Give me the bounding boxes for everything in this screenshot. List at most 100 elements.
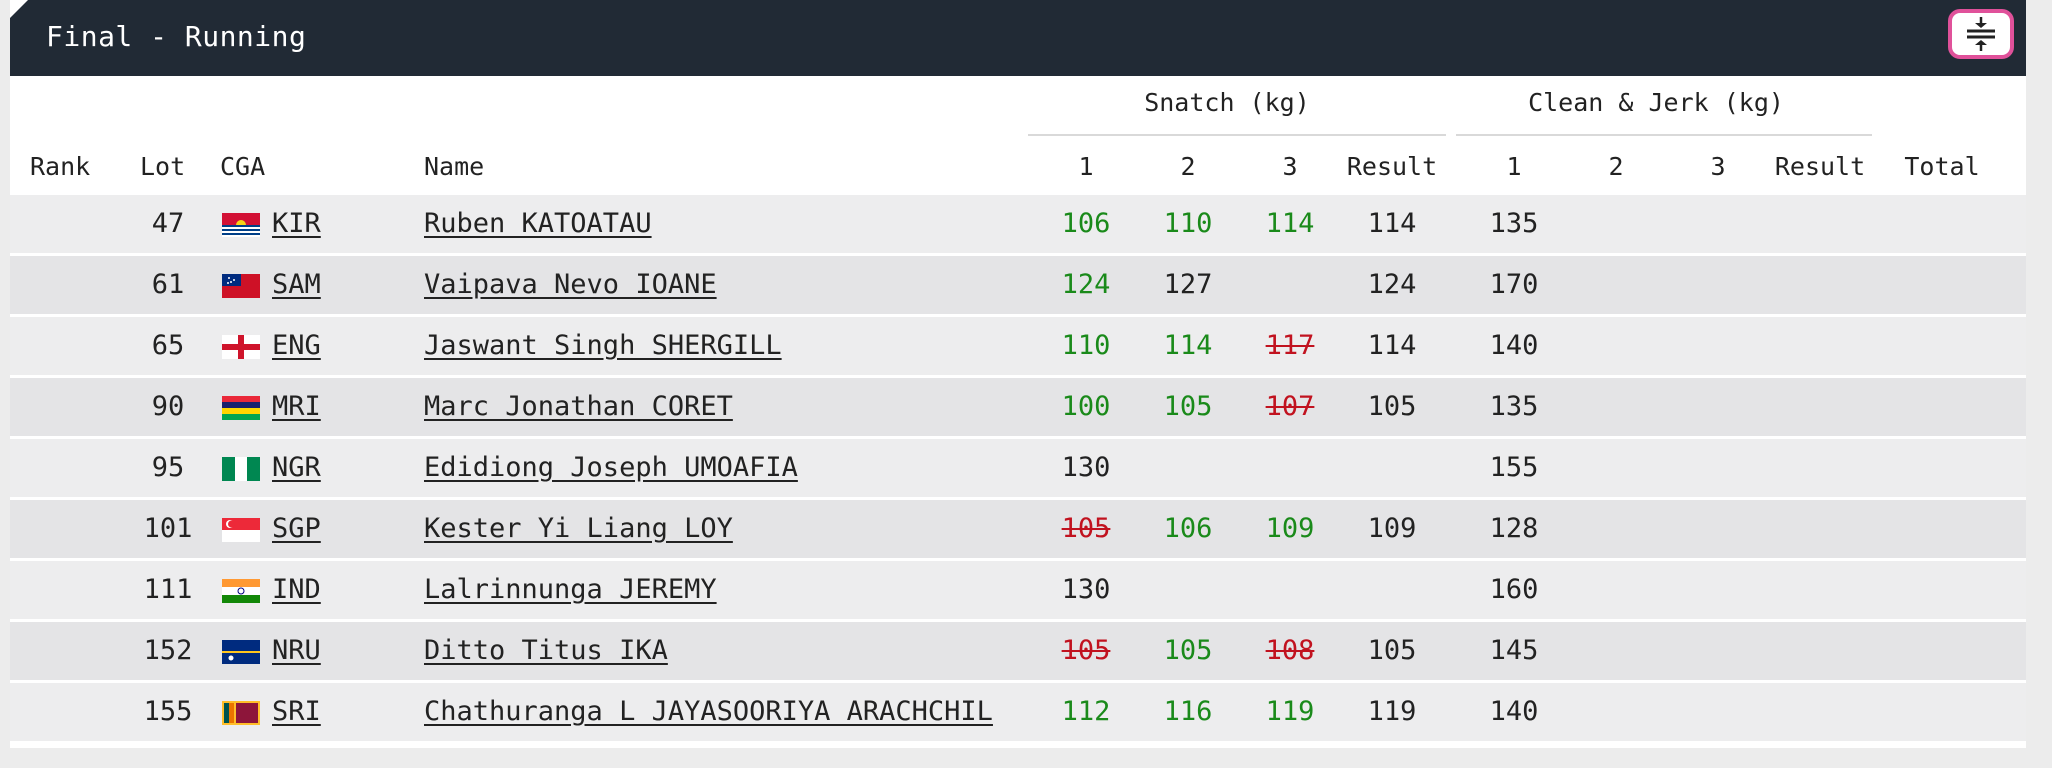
cj-attempt-1: 170 [1489, 269, 1539, 300]
athlete-name-link[interactable]: Vaipava Nevo IOANE [424, 269, 717, 300]
cj-attempt-3 [1678, 561, 1758, 619]
lot-cell: 111 [143, 574, 193, 605]
snatch-attempt-3: 117 [1265, 330, 1315, 361]
cj-attempt-3 [1678, 439, 1758, 497]
cga-link[interactable]: SRI [272, 696, 321, 727]
cj-result [1780, 256, 1860, 314]
cj-attempt-1: 145 [1489, 635, 1539, 666]
snatch-result: 124 [1367, 269, 1417, 300]
athlete-name-link[interactable]: Kester Yi Liang LOY [424, 513, 733, 544]
table-row: 90 MRI Marc Jonathan CORET 100 105 107 1… [10, 378, 2026, 436]
athlete-name-link[interactable]: Jaswant Singh SHERGILL [424, 330, 782, 361]
column-name[interactable]: Name [424, 152, 485, 181]
snatch-attempt-1: 124 [1061, 269, 1111, 300]
snatch-attempt-2: 114 [1163, 330, 1213, 361]
cga-link[interactable]: IND [272, 574, 321, 605]
table-row: 152 NRU Ditto Titus IKA 105 105 108 105 … [10, 622, 2026, 680]
athlete-name-link[interactable]: Lalrinnunga JEREMY [424, 574, 717, 605]
cj-attempt-2 [1576, 195, 1656, 253]
cj-attempt-3 [1678, 317, 1758, 375]
cj-attempt-3 [1678, 195, 1758, 253]
cj-attempt-2 [1576, 317, 1656, 375]
cga-link[interactable]: ENG [272, 330, 321, 361]
flag-sam-icon [222, 274, 260, 298]
cj-result [1780, 500, 1860, 558]
snatch-attempt-2 [1148, 439, 1228, 497]
cj-attempt-3 [1678, 256, 1758, 314]
total-cell [1902, 439, 1982, 497]
snatch-group-label: Snatch (kg) [1144, 88, 1310, 117]
flag-mri-icon [222, 396, 260, 420]
cga-link[interactable]: NGR [272, 452, 321, 483]
snatch-attempt-1: 112 [1061, 696, 1111, 727]
column-total[interactable]: Total [1904, 152, 1980, 181]
snatch-attempt-1: 100 [1061, 391, 1111, 422]
total-cell [1902, 683, 1982, 741]
cga-link[interactable]: NRU [272, 635, 321, 666]
snatch-attempt-2: 127 [1163, 269, 1213, 300]
flag-ind-icon [222, 579, 260, 603]
cga-link[interactable]: SAM [272, 269, 321, 300]
cj-attempt-1: 128 [1489, 513, 1539, 544]
cj-attempt-2 [1576, 500, 1656, 558]
snatch-attempt-2: 116 [1163, 696, 1213, 727]
cj-attempt-2 [1576, 378, 1656, 436]
cga-link[interactable]: SGP [272, 513, 321, 544]
collapse-rows-icon [1967, 17, 1995, 51]
snatch-attempt-3: 114 [1265, 208, 1315, 239]
snatch-attempt-1: 105 [1061, 635, 1111, 666]
table-row: 65 ENG Jaswant Singh SHERGILL 110 114 11… [10, 317, 2026, 375]
snatch-attempt-3 [1250, 561, 1330, 619]
results-header: Final - Running [10, 0, 2026, 76]
flag-kir-icon [222, 213, 260, 237]
cga-link[interactable]: MRI [272, 391, 321, 422]
lot-cell: 155 [143, 696, 193, 727]
cj-result [1780, 439, 1860, 497]
snatch-attempt-2: 106 [1163, 513, 1213, 544]
cga-link[interactable]: KIR [272, 208, 321, 239]
snatch-attempt-2: 110 [1163, 208, 1213, 239]
snatch-attempt-3 [1250, 439, 1330, 497]
lot-cell: 47 [151, 208, 185, 239]
athlete-name-link[interactable]: Ruben KATOATAU [424, 208, 652, 239]
lot-cell: 152 [143, 635, 193, 666]
athlete-name-link[interactable]: Marc Jonathan CORET [424, 391, 733, 422]
athlete-name-link[interactable]: Chathuranga L JAYASOORIYA ARACHCHIL [424, 696, 993, 727]
total-cell [1902, 500, 1982, 558]
rank-cell [20, 683, 100, 741]
snatch-result: 105 [1367, 635, 1417, 666]
column-cj-result: Result [1774, 152, 1866, 181]
snatch-attempt-3: 119 [1265, 696, 1315, 727]
athlete-name-link[interactable]: Edidiong Joseph UMOAFIA [424, 452, 798, 483]
column-cga[interactable]: CGA [220, 152, 266, 181]
rank-cell [20, 500, 100, 558]
total-cell [1902, 317, 1982, 375]
table-row: 101 SGP Kester Yi Liang LOY 105 106 109 … [10, 500, 2026, 558]
snatch-attempt-3: 107 [1265, 391, 1315, 422]
column-lot[interactable]: Lot [140, 152, 186, 181]
athlete-name-link[interactable]: Ditto Titus IKA [424, 635, 668, 666]
lot-cell: 65 [151, 330, 185, 361]
table-row: 61 SAM Vaipava Nevo IOANE 124 127 124 17… [10, 256, 2026, 314]
table-row: 111 IND Lalrinnunga JEREMY 130 160 [10, 561, 2026, 619]
lot-cell: 101 [143, 513, 193, 544]
rank-cell [20, 378, 100, 436]
cj-attempt-2 [1576, 622, 1656, 680]
flag-ngr-icon [222, 457, 260, 481]
flag-nru-icon [222, 640, 260, 664]
cj-attempt-1: 140 [1489, 330, 1539, 361]
snatch-result: 119 [1367, 696, 1417, 727]
snatch-result: 114 [1367, 208, 1417, 239]
snatch-result: 109 [1367, 513, 1417, 544]
snatch-attempt-2: 105 [1163, 635, 1213, 666]
flag-sgp-icon [222, 518, 260, 542]
lot-cell: 90 [151, 391, 185, 422]
cj-attempt-1: 135 [1489, 391, 1539, 422]
total-cell [1902, 195, 1982, 253]
lot-cell: 95 [151, 452, 185, 483]
column-cj-1: 1 [1506, 152, 1522, 181]
collapse-button[interactable] [1948, 9, 2014, 59]
rank-cell [20, 256, 100, 314]
column-rank[interactable]: Rank [30, 152, 91, 181]
clean-jerk-group-divider [1456, 134, 1872, 136]
